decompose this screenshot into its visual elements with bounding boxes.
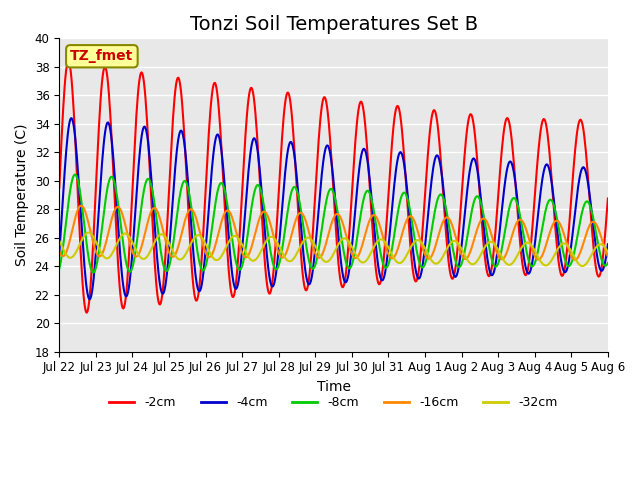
Y-axis label: Soil Temperature (C): Soil Temperature (C) [15,124,29,266]
Text: TZ_fmet: TZ_fmet [70,49,134,63]
Title: Tonzi Soil Temperatures Set B: Tonzi Soil Temperatures Set B [189,15,477,34]
Legend: -2cm, -4cm, -8cm, -16cm, -32cm: -2cm, -4cm, -8cm, -16cm, -32cm [104,391,563,414]
X-axis label: Time: Time [317,380,351,394]
